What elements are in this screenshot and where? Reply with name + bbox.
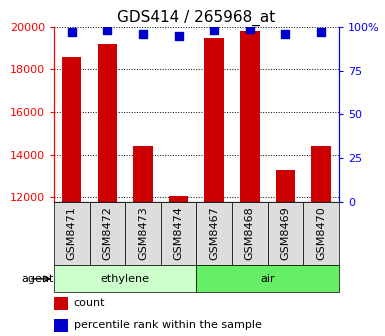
- Text: GSM8471: GSM8471: [67, 207, 77, 260]
- Text: percentile rank within the sample: percentile rank within the sample: [74, 320, 262, 330]
- Text: GSM8470: GSM8470: [316, 207, 326, 260]
- FancyBboxPatch shape: [125, 202, 161, 265]
- Bar: [240, 31, 259, 336]
- Text: agent: agent: [22, 274, 54, 284]
- Point: [140, 31, 146, 37]
- FancyBboxPatch shape: [54, 202, 90, 265]
- Bar: [54, 319, 68, 332]
- Bar: [97, 44, 117, 336]
- Bar: [311, 146, 331, 336]
- Text: GSM8473: GSM8473: [138, 207, 148, 260]
- Text: GSM8472: GSM8472: [102, 207, 112, 260]
- Bar: [204, 38, 224, 336]
- Point: [247, 26, 253, 31]
- Text: GSM8474: GSM8474: [174, 207, 184, 260]
- FancyBboxPatch shape: [268, 202, 303, 265]
- FancyBboxPatch shape: [196, 265, 339, 292]
- FancyBboxPatch shape: [303, 202, 339, 265]
- FancyBboxPatch shape: [161, 202, 196, 265]
- Point: [104, 28, 110, 33]
- Bar: [169, 196, 188, 336]
- Text: count: count: [74, 298, 105, 308]
- Title: GDS414 / 265968_at: GDS414 / 265968_at: [117, 9, 276, 26]
- FancyBboxPatch shape: [90, 202, 125, 265]
- FancyBboxPatch shape: [54, 265, 196, 292]
- Text: GSM8467: GSM8467: [209, 207, 219, 260]
- Point: [282, 31, 288, 37]
- Point: [211, 28, 217, 33]
- Text: GSM8469: GSM8469: [280, 207, 290, 260]
- Bar: [276, 170, 295, 336]
- Text: air: air: [260, 274, 275, 284]
- Text: GSM8468: GSM8468: [245, 207, 255, 260]
- FancyBboxPatch shape: [232, 202, 268, 265]
- Point: [176, 33, 182, 38]
- Bar: [62, 57, 82, 336]
- Text: ethylene: ethylene: [100, 274, 150, 284]
- Point: [318, 30, 324, 35]
- Bar: [54, 297, 68, 310]
- FancyBboxPatch shape: [196, 202, 232, 265]
- Bar: [133, 146, 153, 336]
- Point: [69, 30, 75, 35]
